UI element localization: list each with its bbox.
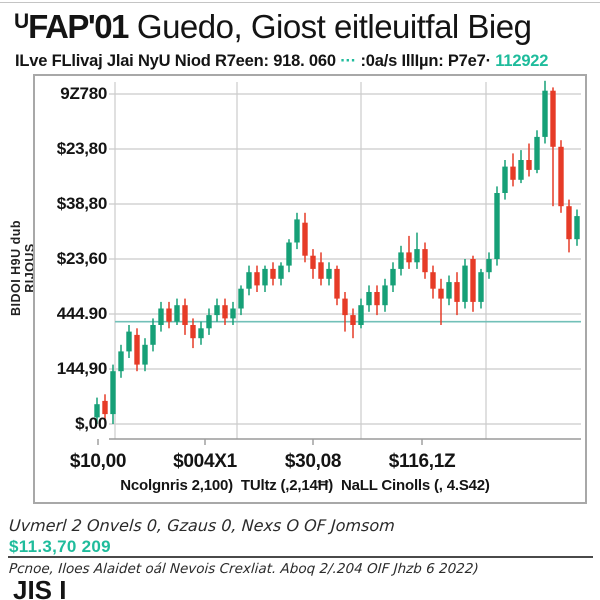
x-axis-sub-label: Ncolgnris 2,100) TUltz (,2,14Ħ) NaLL Cin… (120, 477, 490, 494)
title-ticker: FAP'01 (28, 8, 129, 45)
x-tick-1: $004X1 (173, 451, 237, 472)
subtitle: ILve FLlivaj Jlai NyU Niod R7een: 918. 0… (15, 52, 548, 71)
y-tick-5: 144,90 (56, 359, 108, 378)
page-title: UFAP'01 Guedo, Giost eitleuitfal Bieg (14, 8, 532, 46)
y-axis-title: BIDOI H9U dub RIJQUS (9, 219, 37, 317)
subtitle-dots: ··· (340, 52, 357, 70)
title-superscript: U (14, 10, 29, 33)
bottom-label: JIS I (13, 575, 67, 600)
subtitle-stats: ILve FLlivaj Jlai NyU Niod R7een: 918. 0… (15, 52, 341, 70)
x-tick-3: $116,1Z (388, 451, 456, 472)
chart-panel: 9Z780 $23,80 $38,80 $23,60 444.90 144,90… (33, 74, 587, 504)
candlestick-chart (94, 80, 581, 445)
y-tick-0: 9Z780 (60, 84, 107, 103)
summary-stats-line: Uvmerl 2 Onvels 0, Gzaus 0, Nexs O OF Jo… (8, 516, 396, 535)
y-tick-2: $38,80 (56, 194, 108, 213)
price-value-line: $11.3,70 209 (9, 537, 111, 556)
x-tick-2: $30,08 (284, 451, 342, 472)
source-note-line: Pcnoe, Iloes Alaidet oál Nevois Crexliat… (8, 561, 480, 577)
subtitle-value: 112922 (495, 52, 549, 70)
top-divider (0, 2, 600, 3)
y-tick-1: $23,80 (56, 139, 108, 158)
y-tick-4: 444.90 (56, 304, 108, 323)
title-text: Guedo, Giost eitleuitfal Bieg (136, 8, 532, 45)
y-tick-3: $23,60 (56, 249, 108, 268)
subtitle-volume: :0a/s IllIµn: P7e7· (356, 52, 496, 70)
x-tick-0: $10,00 (69, 451, 127, 472)
footer-divider (8, 556, 593, 558)
y-tick-6: $,00 (75, 414, 107, 433)
